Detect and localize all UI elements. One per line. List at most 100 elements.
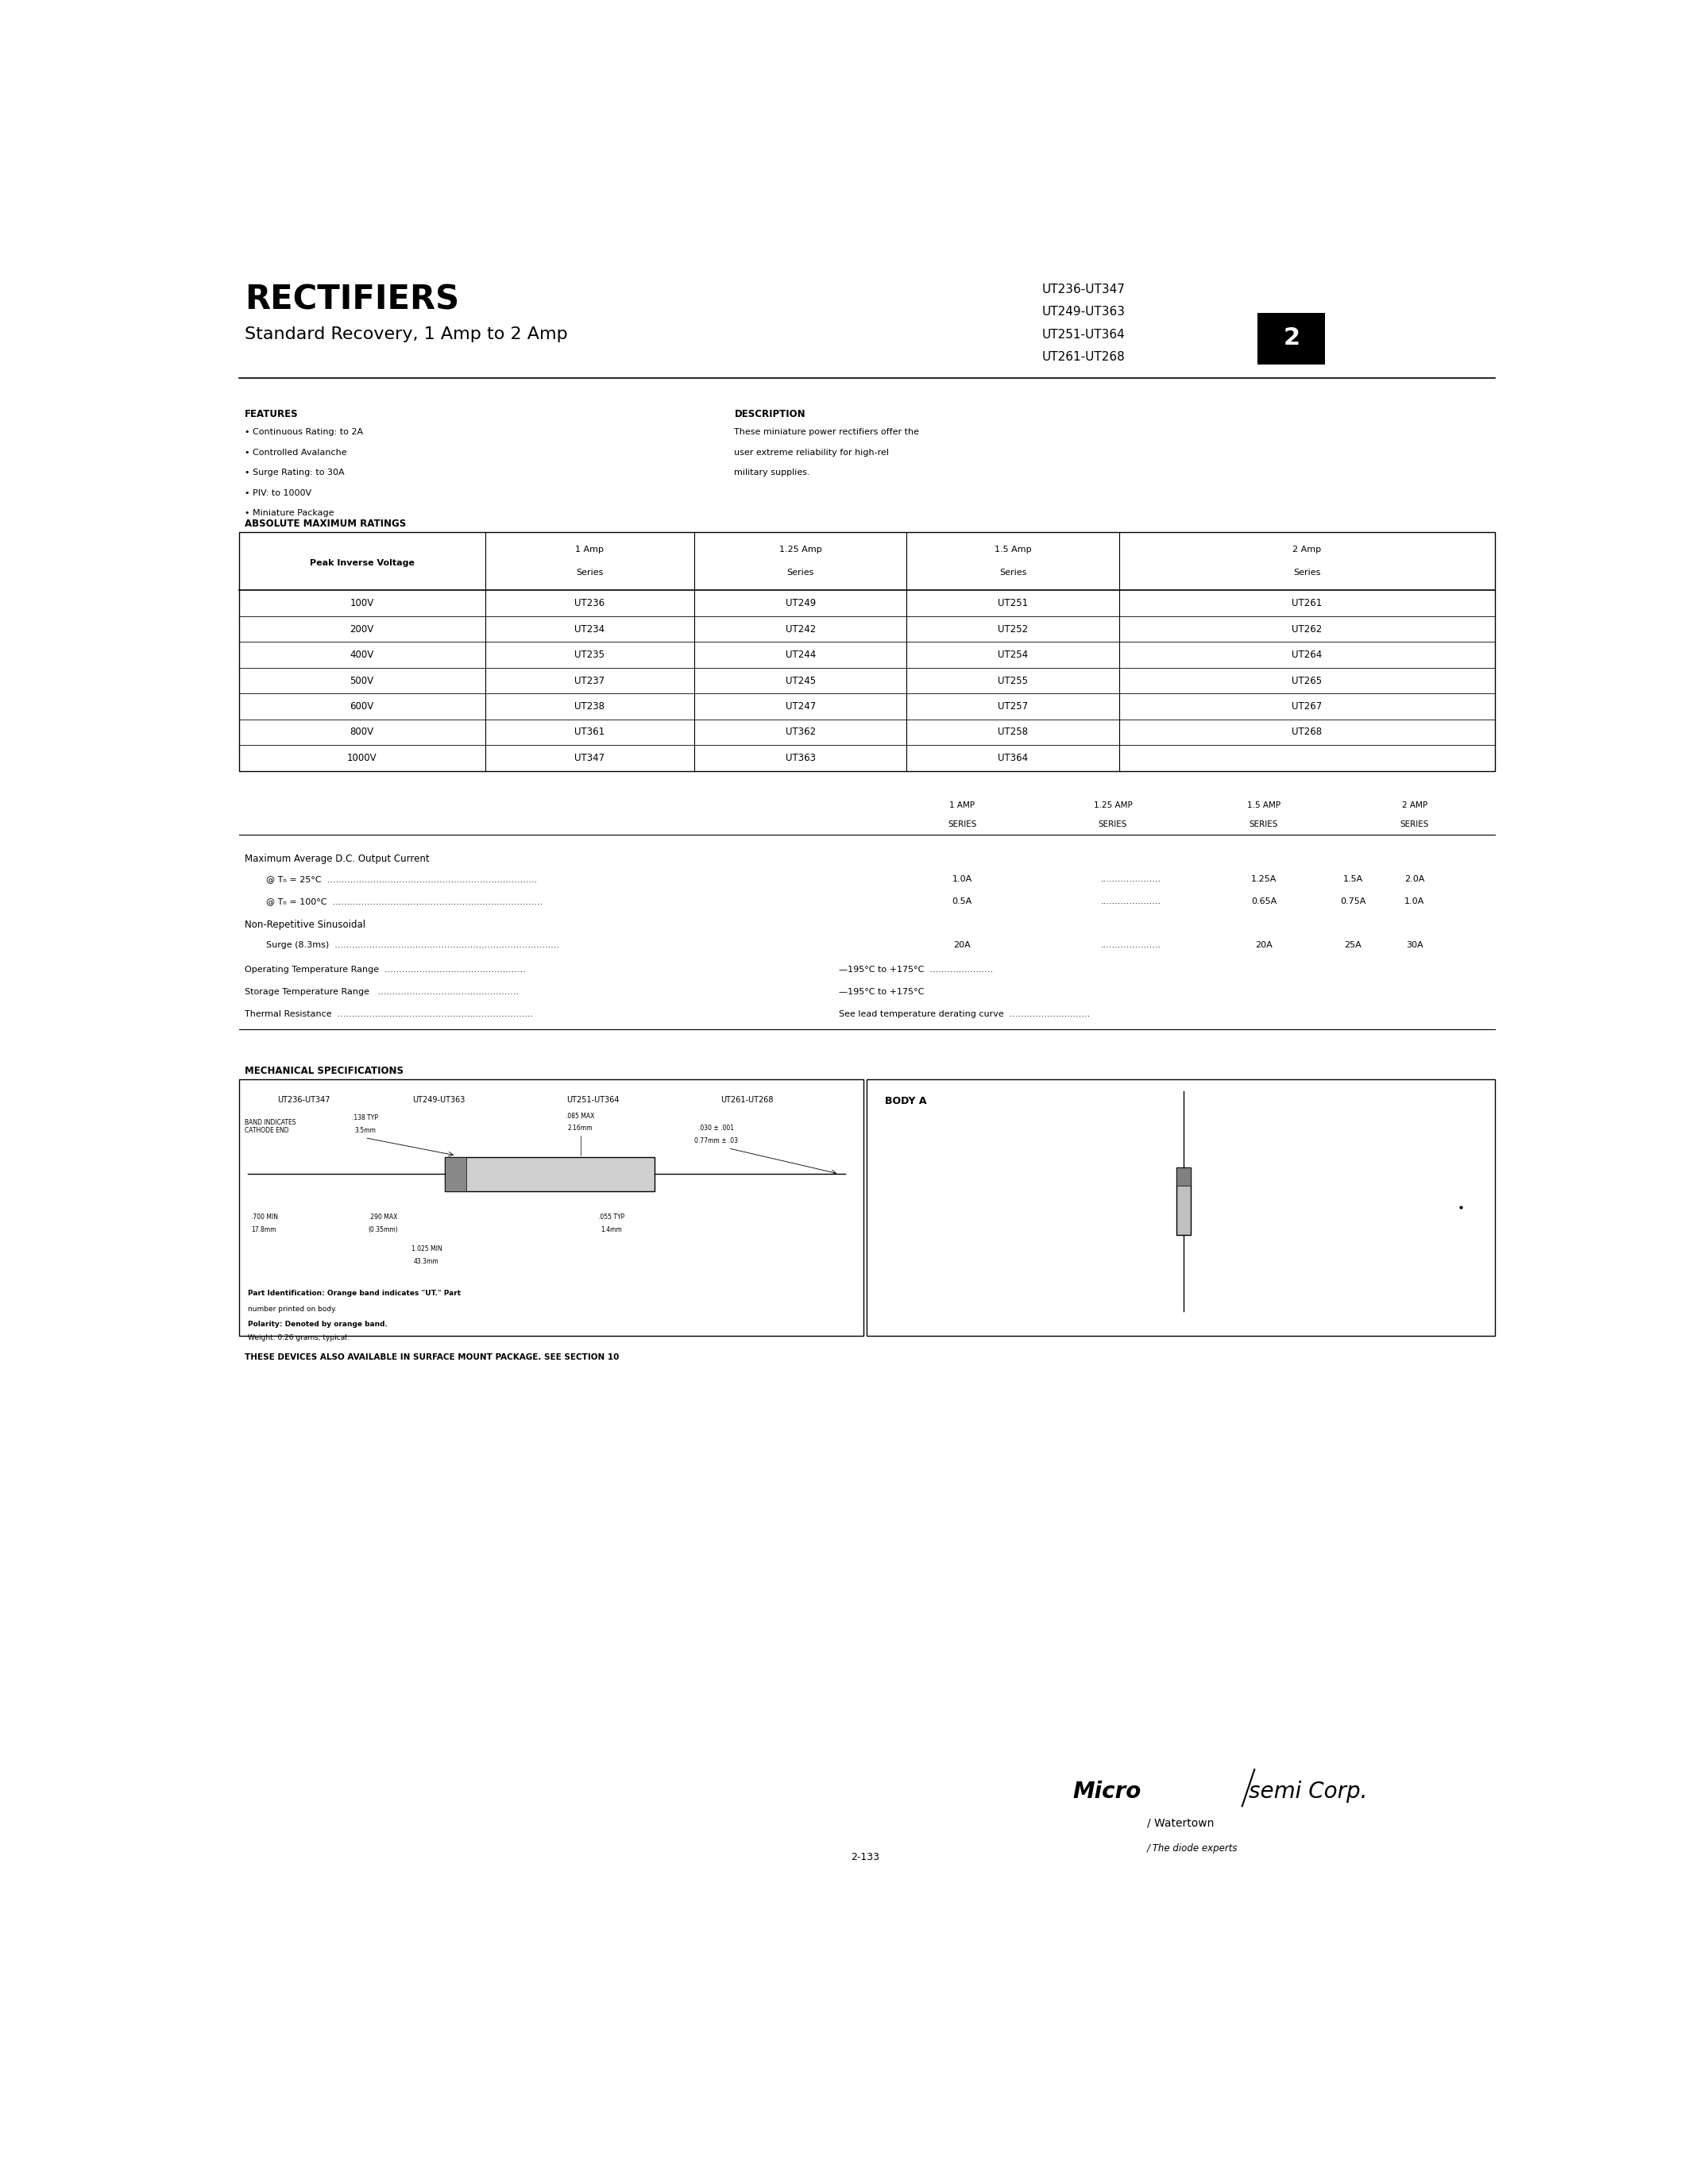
Text: 1.25A: 1.25A: [1251, 876, 1276, 882]
Text: 400V: 400V: [349, 649, 373, 660]
Text: UT244: UT244: [785, 649, 815, 660]
Text: UT363: UT363: [785, 753, 815, 762]
Text: Series: Series: [787, 568, 814, 577]
Text: 2 AMP: 2 AMP: [1401, 802, 1428, 810]
Text: UT268: UT268: [1291, 727, 1322, 738]
Text: —195°C to +175°C  ......................: —195°C to +175°C ......................: [839, 965, 993, 974]
Text: RECTIFIERS: RECTIFIERS: [245, 284, 459, 317]
Text: UT235: UT235: [574, 649, 604, 660]
Text: SERIES: SERIES: [1399, 821, 1430, 828]
Text: Peak Inverse Voltage: Peak Inverse Voltage: [309, 559, 414, 568]
Text: Series: Series: [1293, 568, 1320, 577]
Text: UT254: UT254: [998, 649, 1028, 660]
Text: 1.5A: 1.5A: [1344, 876, 1362, 882]
Text: BAND INDICATES
CATHODE END: BAND INDICATES CATHODE END: [245, 1118, 295, 1133]
Text: 1.5 AMP: 1.5 AMP: [1247, 802, 1281, 810]
Text: UT261-UT268: UT261-UT268: [1041, 352, 1126, 363]
Text: SERIES: SERIES: [1249, 821, 1278, 828]
Text: 1.25 AMP: 1.25 AMP: [1094, 802, 1133, 810]
Text: .138 TYP: .138 TYP: [351, 1114, 378, 1123]
Text: .085 MAX: .085 MAX: [565, 1112, 594, 1120]
Text: UT249: UT249: [785, 598, 815, 609]
Text: 1000V: 1000V: [348, 753, 376, 762]
Text: Series: Series: [576, 568, 603, 577]
Text: .....................: .....................: [1101, 898, 1161, 906]
Text: THESE DEVICES ALSO AVAILABLE IN SURFACE MOUNT PACKAGE. SEE SECTION 10: THESE DEVICES ALSO AVAILABLE IN SURFACE …: [245, 1354, 619, 1361]
Text: 1.4mm: 1.4mm: [601, 1225, 621, 1234]
Text: UT261-UT268: UT261-UT268: [721, 1096, 773, 1105]
Text: • Continuous Rating: to 2A: • Continuous Rating: to 2A: [245, 428, 363, 437]
Text: UT262: UT262: [1291, 625, 1322, 633]
Text: BODY A: BODY A: [885, 1096, 927, 1107]
Text: UT347: UT347: [574, 753, 604, 762]
Text: Maximum Average D.C. Output Current: Maximum Average D.C. Output Current: [245, 854, 430, 863]
Text: .700 MIN: .700 MIN: [252, 1214, 279, 1221]
Text: 200V: 200V: [349, 625, 373, 633]
Text: UT234: UT234: [574, 625, 604, 633]
Text: UT236-UT347: UT236-UT347: [1041, 284, 1126, 295]
Text: 1.0A: 1.0A: [1404, 898, 1425, 906]
Text: 43.3mm: 43.3mm: [414, 1258, 439, 1265]
Text: UT251-UT364: UT251-UT364: [1041, 330, 1126, 341]
Bar: [446, 1158, 466, 1190]
Text: .....................: .....................: [1101, 876, 1161, 882]
Text: UT362: UT362: [785, 727, 815, 738]
Text: 0.65A: 0.65A: [1251, 898, 1276, 906]
Text: —195°C to +175°C: —195°C to +175°C: [839, 987, 925, 996]
Text: military supplies.: military supplies.: [734, 470, 810, 476]
Text: FEATURES: FEATURES: [245, 408, 299, 419]
Bar: [238, 533, 1494, 771]
Text: UT364: UT364: [998, 753, 1028, 762]
Text: UT249-UT363: UT249-UT363: [412, 1096, 466, 1105]
Text: Non-Repetitive Sinusoidal: Non-Repetitive Sinusoidal: [245, 919, 366, 930]
Text: 0.5A: 0.5A: [952, 898, 972, 906]
Text: 100V: 100V: [349, 598, 373, 609]
Text: 25A: 25A: [1344, 941, 1362, 950]
Text: @ Tₙ = 25°C  ...................................................................: @ Tₙ = 25°C ............................…: [267, 876, 537, 882]
Text: Thermal Resistance  ............................................................: Thermal Resistance .....................…: [245, 1009, 533, 1018]
Text: / The diode experts: / The diode experts: [1146, 1843, 1237, 1854]
Bar: [866, 1079, 1494, 1337]
Text: Micro: Micro: [1074, 1780, 1141, 1804]
Text: 1 AMP: 1 AMP: [949, 802, 976, 810]
Text: UT247: UT247: [785, 701, 815, 712]
Text: UT236-UT347: UT236-UT347: [277, 1096, 329, 1105]
Text: 2: 2: [1283, 325, 1300, 349]
Bar: [238, 1079, 864, 1337]
Text: 2 Amp: 2 Amp: [1293, 546, 1322, 553]
Text: UT238: UT238: [574, 701, 604, 712]
Text: UT251-UT364: UT251-UT364: [565, 1096, 619, 1105]
Bar: [446, 1158, 655, 1190]
Text: MECHANICAL SPECIFICATIONS: MECHANICAL SPECIFICATIONS: [245, 1066, 403, 1077]
Text: @ Tₙ = 100°C  ..................................................................: @ Tₙ = 100°C ...........................…: [267, 898, 544, 906]
Text: .....................: .....................: [1101, 941, 1161, 950]
Text: Weight: 0.26 grams, typical.: Weight: 0.26 grams, typical.: [248, 1334, 349, 1341]
Text: 1.25 Amp: 1.25 Amp: [780, 546, 822, 553]
Text: 1.025 MIN: 1.025 MIN: [412, 1245, 442, 1254]
Text: • Miniature Package: • Miniature Package: [245, 509, 334, 518]
Text: UT261: UT261: [1291, 598, 1322, 609]
Text: UT258: UT258: [998, 727, 1028, 738]
Text: 2.0A: 2.0A: [1404, 876, 1425, 882]
Text: • PIV: to 1000V: • PIV: to 1000V: [245, 489, 312, 498]
Text: • Surge Rating: to 30A: • Surge Rating: to 30A: [245, 470, 344, 476]
Text: ABSOLUTE MAXIMUM RATINGS: ABSOLUTE MAXIMUM RATINGS: [245, 520, 407, 529]
Text: UT249-UT363: UT249-UT363: [1041, 306, 1126, 319]
Text: UT257: UT257: [998, 701, 1028, 712]
Text: 3.5mm: 3.5mm: [354, 1127, 375, 1133]
Text: .055 TYP: .055 TYP: [598, 1214, 625, 1221]
Text: 2.16mm: 2.16mm: [567, 1125, 592, 1131]
Text: Standard Recovery, 1 Amp to 2 Amp: Standard Recovery, 1 Amp to 2 Amp: [245, 325, 567, 343]
Text: 1.5 Amp: 1.5 Amp: [994, 546, 1031, 553]
Text: user extreme reliability for high-rel: user extreme reliability for high-rel: [734, 448, 890, 456]
Text: UT237: UT237: [574, 675, 604, 686]
Text: Operating Temperature Range  .................................................: Operating Temperature Range ............…: [245, 965, 527, 974]
Text: UT242: UT242: [785, 625, 815, 633]
Text: 0.75A: 0.75A: [1340, 898, 1366, 906]
Text: 1 Amp: 1 Amp: [576, 546, 604, 553]
Text: 600V: 600V: [349, 701, 373, 712]
Text: 20A: 20A: [954, 941, 971, 950]
Text: 2-133: 2-133: [851, 1852, 879, 1863]
Text: UT255: UT255: [998, 675, 1028, 686]
Text: DESCRIPTION: DESCRIPTION: [734, 408, 805, 419]
